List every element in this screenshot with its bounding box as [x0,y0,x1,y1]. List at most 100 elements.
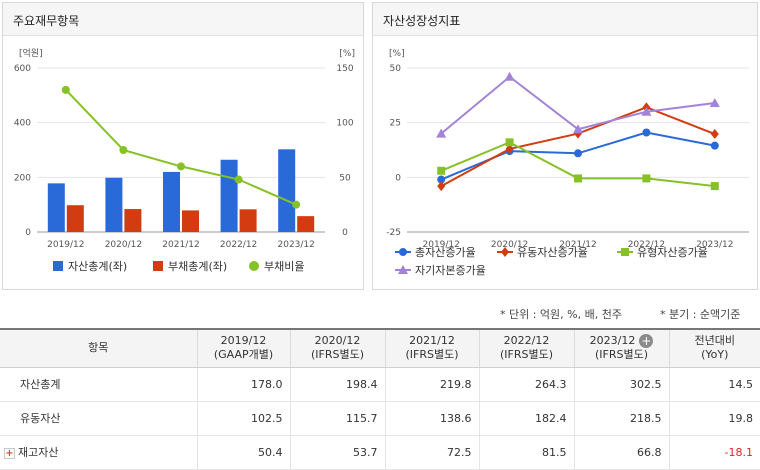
asset-growth-panel: 자산성장성지표 [%] -25 0 25 50 2019/12 2020/12 2021/12… [372,2,758,290]
legend-label: 자산총계(좌) [68,260,127,273]
bar [239,209,257,232]
y-tick-label: -25 [386,228,401,238]
x-tick-label: 2020/12 [105,240,142,250]
line-point [505,138,514,147]
bar [105,177,123,232]
cell: 66.8 [573,435,669,470]
x-tick-label: 2022/12 [220,240,257,250]
legend-swatch [153,261,163,271]
legend-label: 총자산증가율 [415,246,476,259]
cell: 264.3 [478,367,574,402]
header-2022: 2022/12 (IFRS별도) [478,328,574,368]
cell: 302.5 [573,367,669,402]
panel-title: 자산성장성지표 [373,3,757,36]
series-line [65,89,297,206]
y-left-tick-label: 200 [14,173,31,183]
table-header-row: 항목 2019/12 (GAAP개별) 2020/12 (IFRS별도) 2021/… [0,328,760,368]
yoy-cell: 14.5 [668,367,760,402]
row-label: 자산총계 [0,367,197,402]
bar [124,209,142,232]
header-2019: 2019/12 (GAAP개별) [196,328,290,368]
legend-marker [621,248,629,256]
plus-circle-icon[interactable]: + [639,334,654,349]
header-2023: 2023/12 + (IFRS별도) [573,328,669,368]
table-row: 자산총계 178.0 198.4 219.8 264.3 302.5 14.5 [0,367,760,402]
y-right-tick-label: 50 [339,173,351,183]
cell: 219.8 [384,367,479,402]
plus-box-icon[interactable]: + [4,447,15,459]
row-label: 유동자산 [0,401,197,436]
y-axis-unit: [%] [389,49,405,59]
line-point [292,200,301,209]
cell: 115.7 [289,401,385,436]
legend-label: 유동자산증가율 [517,246,588,259]
header-2021: 2021/12 (IFRS별도) [384,328,479,368]
legend-label: 부채비율 [264,260,304,273]
line-point [710,182,719,191]
cell: 72.5 [384,435,479,470]
line-point [177,162,185,171]
line-point [437,181,446,192]
panel-title: 주요재무항목 [3,3,363,36]
x-tick-label: 2021/12 [162,240,199,250]
y-left-tick-label: 600 [14,64,31,74]
cell: 102.5 [196,401,290,436]
line-point [573,124,583,134]
x-tick-label: 2023/12 [696,240,733,250]
right-axis-unit: [%] [339,49,355,59]
y-left-tick-label: 0 [25,228,31,238]
line-point [504,71,515,81]
cell: 81.5 [478,435,574,470]
cell: 182.4 [478,401,574,436]
bar [278,149,296,232]
line-point [710,129,719,140]
series-line [440,106,716,187]
financial-table: 항목 2019/12 (GAAP개별) 2020/12 (IFRS별도) 2021/… [0,328,760,470]
x-tick-label: 2020/12 [491,240,528,250]
legend-label: 자기자본증가율 [415,264,486,277]
y-right-tick-label: 100 [336,119,353,129]
line-point [642,174,651,183]
line-point [574,149,582,158]
y-tick-label: 50 [390,64,402,74]
line-point [119,146,128,154]
legend-marker [399,248,407,256]
unit-note: * 단위 : 억원, %, 배, 천주 [500,308,622,321]
cell: 198.4 [289,367,385,402]
line-point [436,128,447,138]
line-point [437,175,446,184]
cell: 218.5 [573,401,669,436]
y-tick-label: 25 [390,119,401,129]
bar [182,210,199,232]
line-point [574,174,582,183]
cell: 178.0 [196,367,290,402]
bar [163,171,180,232]
line-point [437,166,446,175]
legend-swatch [249,261,259,271]
line-point [709,97,720,107]
yoy-cell: -18.1 [668,435,760,470]
legend-swatch [53,261,63,271]
table-row: 유동자산 102.5 115.7 138.6 182.4 218.5 19.8 [0,401,760,436]
header-yoy: 전년대비 (YoY) [668,328,760,368]
x-tick-label: 2021/12 [559,240,596,250]
line-point [505,143,514,154]
left-axis-unit: [억원] [19,47,43,59]
legend-label: 유형자산증가율 [637,246,708,259]
bar [47,183,65,232]
legend-label: 부채총계(좌) [168,260,227,273]
cell: 50.4 [196,435,290,470]
line-point [234,175,243,184]
x-tick-label: 2022/12 [628,240,665,250]
financial-items-panel: 주요재무항목 [억원] [%] 0 200 400 600 0 50 100 150 2019/12… [2,2,364,290]
x-tick-label: 2023/12 [278,240,315,250]
bar [220,159,238,232]
cell: 138.6 [384,401,479,436]
row-label-expandable[interactable]: + 재고자산 [0,435,197,470]
table-row: + 재고자산 50.4 53.7 72.5 81.5 66.8 -18.1 [0,435,760,470]
bar [297,216,315,232]
y-right-tick-label: 0 [342,228,348,238]
header-item: 항목 [0,328,197,368]
header-2020: 2020/12 (IFRS별도) [289,328,385,368]
line-point [641,106,652,116]
